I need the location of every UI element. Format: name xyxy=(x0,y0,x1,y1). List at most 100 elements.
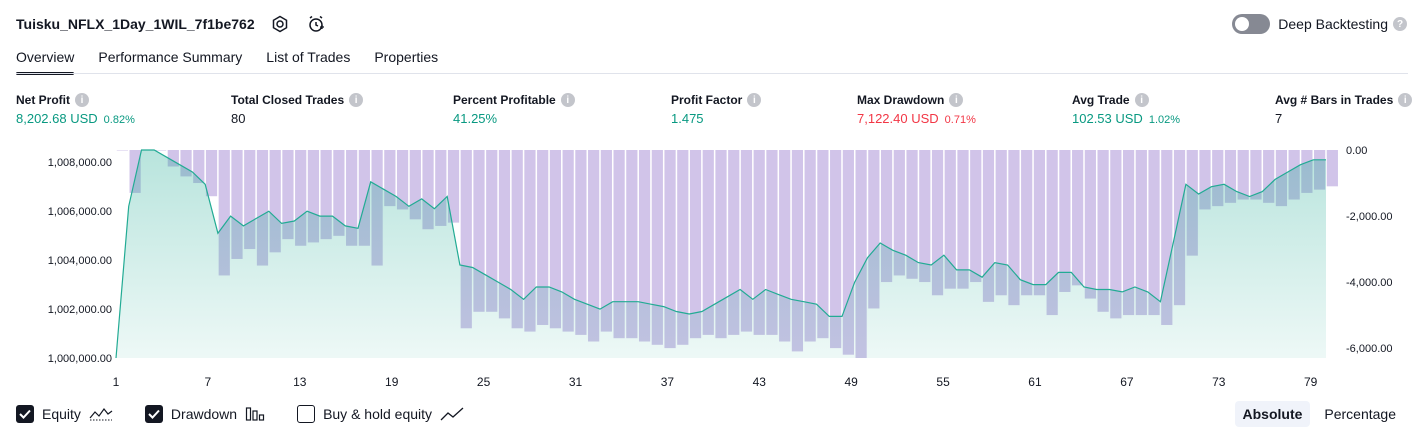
drawdown-bar xyxy=(1212,150,1224,207)
drawdown-bar xyxy=(282,150,294,240)
drawdown-bar xyxy=(256,150,269,266)
alarm-clock-icon[interactable] xyxy=(305,13,327,35)
drawdown-bar xyxy=(1059,150,1071,292)
buy-hold-checkbox[interactable] xyxy=(297,405,316,423)
drawdown-bar xyxy=(982,150,995,302)
drawdown-bar xyxy=(1072,150,1084,286)
drawdown-checkbox[interactable] xyxy=(144,405,163,423)
metric-value: 41.25% xyxy=(453,111,498,126)
metric-percent-profitable: Percent Profitable i 41.25% xyxy=(453,93,575,126)
scale-mode-switch: Absolute Percentage xyxy=(1229,401,1405,427)
drawdown-bar xyxy=(957,150,969,289)
metric-label: Net Profit xyxy=(16,93,70,107)
line-chart-icon xyxy=(440,406,464,422)
drawdown-bar xyxy=(511,150,523,329)
legend-equity[interactable]: Equity xyxy=(16,405,113,423)
drawdown-bar xyxy=(537,150,549,325)
settings-icon[interactable] xyxy=(269,13,291,35)
info-icon[interactable]: i xyxy=(747,93,762,107)
help-icon[interactable]: ? xyxy=(1393,17,1407,31)
bars-icon xyxy=(245,406,265,422)
drawdown-bar xyxy=(1122,150,1135,316)
deep-backtesting-toggle[interactable] xyxy=(1232,14,1271,34)
drawdown-bar xyxy=(664,150,676,349)
drawdown-bar xyxy=(346,150,358,246)
drawdown-bar xyxy=(677,150,689,345)
metric-avg-bars-in-trades: Avg # Bars in Trades i 7 xyxy=(1275,93,1413,126)
drawdown-bar xyxy=(562,150,574,332)
metric-profit-factor: Profit Factor i 1.475 xyxy=(671,93,762,126)
drawdown-bar xyxy=(396,150,409,210)
tab-performance-summary[interactable]: Performance Summary xyxy=(98,49,243,65)
area-line-icon xyxy=(89,406,113,422)
drawdown-bar xyxy=(1263,150,1275,203)
drawdown-bar xyxy=(689,150,702,339)
drawdown-bar xyxy=(817,150,829,339)
drawdown-bar xyxy=(600,150,612,332)
metric-label: Max Drawdown xyxy=(857,93,945,107)
x-tick: 25 xyxy=(477,375,491,389)
drawdown-bar xyxy=(893,150,905,276)
info-icon[interactable]: i xyxy=(560,93,575,107)
x-tick: 37 xyxy=(661,375,675,389)
drawdown-bar xyxy=(549,150,562,329)
y-left-tick: 1,002,000.00 xyxy=(48,304,112,316)
tab-list-of-trades[interactable]: List of Trades xyxy=(266,49,351,65)
drawdown-bar xyxy=(244,150,256,250)
legend-equity-label: Equity xyxy=(42,406,81,422)
drawdown-bar xyxy=(409,150,421,220)
legend-drawdown[interactable]: Drawdown xyxy=(144,405,265,423)
metric-net-profit: Net Profit i 8,202.68 USD 0.82% xyxy=(16,93,135,126)
drawdown-bar xyxy=(1033,150,1046,296)
drawdown-bar xyxy=(842,150,854,355)
deep-backtesting: Deep Backtesting ? xyxy=(1232,12,1407,36)
tab-properties[interactable]: Properties xyxy=(374,49,439,65)
x-tick: 61 xyxy=(1028,375,1042,389)
drawdown-bar xyxy=(1046,150,1058,316)
drawdown-bar xyxy=(473,150,485,312)
drawdown-bar xyxy=(1224,150,1237,203)
info-icon[interactable]: i xyxy=(1398,93,1413,107)
metric-value: 7,122.40 USD xyxy=(857,111,939,126)
drawdown-bar xyxy=(728,150,740,335)
drawdown-bar xyxy=(422,150,434,230)
info-icon[interactable]: i xyxy=(949,93,964,107)
drawdown-bar xyxy=(1161,150,1173,325)
drawdown-bar xyxy=(613,150,625,339)
x-tick: 31 xyxy=(569,375,583,389)
drawdown-bar xyxy=(944,150,956,289)
drawdown-bar xyxy=(269,150,281,253)
drawdown-bar xyxy=(588,150,600,342)
drawdown-bar xyxy=(333,150,345,236)
drawdown-bar xyxy=(218,150,230,276)
drawdown-bar xyxy=(1008,150,1020,306)
y-right-tick: -6,000.00 xyxy=(1346,343,1392,355)
info-icon[interactable]: i xyxy=(1134,93,1149,107)
metric-value: 102.53 USD xyxy=(1072,111,1143,126)
legend-buy-hold-label: Buy & hold equity xyxy=(323,406,433,422)
info-icon[interactable]: i xyxy=(349,93,364,107)
drawdown-bar xyxy=(830,150,842,349)
metric-label: Avg # Bars in Trades xyxy=(1275,93,1394,107)
x-tick: 1 xyxy=(113,375,120,389)
drawdown-bar xyxy=(435,150,447,226)
drawdown-bar xyxy=(626,150,638,339)
drawdown-bar xyxy=(167,150,179,167)
metric-percent: 1.02% xyxy=(1148,114,1181,126)
legend-drawdown-label: Drawdown xyxy=(170,406,238,422)
drawdown-bar xyxy=(180,150,192,177)
drawdown-bar xyxy=(1021,150,1033,296)
metric-total-closed-trades: Total Closed Trades i 80 xyxy=(231,93,364,126)
strategy-header: Tuisku_NFLX_1Day_1WIL_7f1be762 xyxy=(16,12,327,36)
percentage-button[interactable]: Percentage xyxy=(1324,406,1396,422)
x-tick: 49 xyxy=(845,375,859,389)
legend-buy-hold[interactable]: Buy & hold equity xyxy=(297,405,464,423)
equity-checkbox[interactable] xyxy=(16,405,34,423)
absolute-button[interactable]: Absolute xyxy=(1234,401,1311,427)
tab-overview[interactable]: Overview xyxy=(16,44,75,76)
drawdown-bar xyxy=(384,150,396,207)
metric-percent: 0.71% xyxy=(944,114,976,126)
drawdown-bar xyxy=(855,150,867,358)
info-icon[interactable]: i xyxy=(75,93,89,107)
drawdown-bar xyxy=(1135,150,1147,316)
